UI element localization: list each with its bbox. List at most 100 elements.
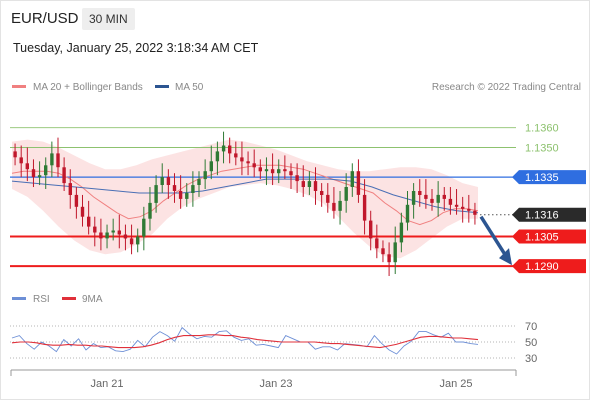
ma50-line (11, 178, 479, 214)
candle (320, 183, 324, 207)
candle (418, 179, 422, 207)
rsi-line (11, 326, 479, 355)
candle (350, 163, 354, 197)
candle (473, 202, 477, 225)
candle (277, 159, 281, 184)
candle (99, 218, 103, 251)
x-tick-label: Jan 23 (259, 378, 292, 390)
level-label: 1.1350 (525, 142, 559, 154)
candle (166, 169, 171, 199)
candle (326, 183, 330, 213)
candle (31, 159, 36, 188)
candle (381, 240, 385, 263)
candle (185, 183, 189, 207)
candle (283, 155, 287, 180)
candle (240, 141, 244, 176)
candle (344, 173, 348, 213)
timeframe-badge[interactable]: 30 MIN (82, 8, 135, 30)
rsi-tick-label: 70 (525, 321, 537, 333)
candle (191, 171, 195, 207)
candle (93, 216, 97, 247)
level-label: 1.1335 (525, 172, 559, 184)
candle (105, 224, 109, 249)
candle (356, 159, 361, 203)
candle (142, 206, 146, 251)
candle (387, 242, 391, 276)
candle (117, 214, 121, 249)
candle (448, 187, 453, 215)
candle (148, 187, 152, 231)
candle (44, 157, 48, 190)
level-tag (512, 207, 586, 222)
candle (37, 161, 42, 186)
candle (19, 145, 23, 178)
instrument-label: EUR/USD (11, 10, 79, 27)
level-tag (512, 170, 586, 185)
candle (209, 145, 213, 180)
level-label: 1.1316 (525, 210, 559, 222)
candle (62, 157, 66, 191)
level-label: 1.1290 (525, 261, 559, 273)
rsi-ma-legend-label: 9MA (82, 294, 103, 305)
candle (461, 196, 465, 223)
candle (430, 189, 434, 211)
candle (178, 175, 183, 209)
candle (375, 224, 379, 259)
candle (313, 167, 318, 205)
candle (246, 151, 250, 176)
candle (301, 165, 305, 197)
candle (442, 187, 446, 211)
ma20-line (11, 164, 479, 226)
candle (295, 163, 299, 193)
candle (234, 141, 238, 166)
candle (454, 189, 459, 215)
candle (362, 179, 367, 235)
candle (136, 228, 140, 253)
level-label: 1.1305 (525, 231, 559, 243)
candle (258, 159, 262, 180)
candle (252, 149, 256, 178)
candle (270, 153, 275, 186)
candle (129, 224, 134, 255)
candle (411, 183, 416, 219)
candle (56, 137, 60, 178)
candle (215, 141, 220, 176)
candle (289, 163, 293, 190)
candle (424, 179, 428, 209)
candle (80, 194, 85, 227)
candle (197, 171, 201, 197)
candle (25, 147, 29, 182)
candle (154, 175, 158, 213)
x-tick-label: Jan 25 (439, 378, 472, 390)
level-tag (512, 259, 586, 274)
rsi-ma-legend-swatch (62, 297, 76, 300)
candle (221, 131, 226, 164)
candle (13, 143, 17, 166)
candle (467, 194, 471, 223)
rsi-legend-label: RSI (33, 294, 50, 305)
candle (332, 187, 336, 219)
candle (436, 181, 440, 217)
bollinger-band (12, 139, 478, 259)
rsi-tick-label: 50 (525, 337, 537, 349)
candle (399, 212, 404, 253)
rsi-legend-swatch (12, 297, 26, 300)
candle (338, 190, 342, 225)
candle (393, 226, 397, 275)
research-credit: Research © 2022 Trading Central (432, 82, 581, 93)
candle (405, 190, 410, 231)
candle (123, 224, 128, 251)
candle (74, 187, 79, 219)
forecast-arrow-shaft (479, 215, 508, 258)
candle (87, 200, 91, 235)
ma20-legend-label: MA 20 + Bollinger Bands (33, 82, 143, 93)
x-tick-label: Jan 21 (90, 378, 123, 390)
chart-datetime: Tuesday, January 25, 2022 3:18:34 AM CET (13, 41, 259, 55)
candle (264, 157, 269, 186)
candle (307, 171, 312, 195)
candle (228, 137, 232, 164)
candle (68, 169, 72, 209)
forecast-arrow-head (499, 248, 512, 266)
candle (369, 210, 373, 251)
